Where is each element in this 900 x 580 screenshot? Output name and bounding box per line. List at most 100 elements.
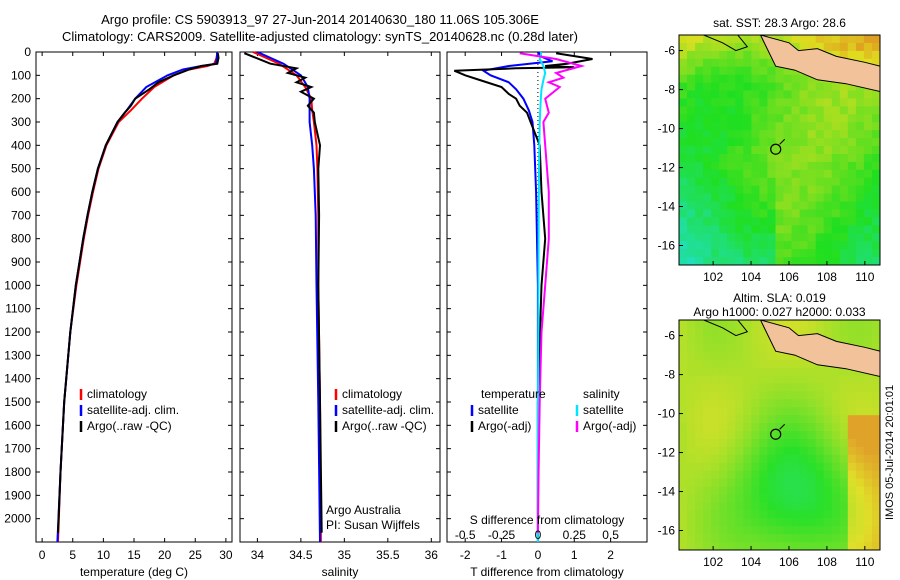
map-cell (743, 320, 752, 329)
map-cell (727, 249, 736, 258)
map-cell (743, 526, 752, 535)
map-cell (743, 446, 752, 456)
map-cell (815, 383, 825, 392)
map-cell (695, 462, 704, 472)
map-cell (703, 351, 712, 361)
map-cell (751, 343, 760, 353)
map-cell (839, 233, 849, 242)
map-cell (719, 431, 728, 440)
map-cell (751, 351, 760, 361)
map-cell (727, 494, 736, 503)
map-cell (783, 486, 793, 496)
map-cell (791, 161, 801, 171)
y-tick-label: 500 (11, 162, 31, 176)
map-cell (775, 66, 785, 76)
map-cell (679, 138, 688, 147)
map-cell (735, 526, 744, 535)
map-cell (847, 241, 857, 250)
map-cell (767, 343, 776, 353)
map-cell (807, 407, 817, 416)
map-cell (751, 423, 760, 432)
map-cell (767, 375, 776, 384)
map-cell (735, 50, 744, 60)
map-cell (775, 106, 785, 115)
map-cell (719, 233, 728, 242)
map-cell (679, 510, 688, 519)
map-cell (743, 391, 752, 400)
map-cell (839, 257, 849, 265)
map-cell (799, 74, 809, 84)
map-cell (847, 98, 857, 107)
map-cell (703, 66, 712, 76)
land-mass (759, 35, 880, 93)
x-axis-label: salinity (322, 565, 359, 579)
map-cell (855, 486, 865, 496)
map-cell (783, 367, 793, 377)
map-cell (799, 454, 809, 464)
map-cell (799, 415, 809, 424)
map-cell (823, 510, 833, 519)
map-cell (759, 146, 768, 155)
map-cell (719, 534, 728, 543)
map-cell (687, 391, 696, 400)
map-cell (823, 534, 833, 543)
x-tick-label: 104 (741, 270, 761, 284)
map-cell (759, 209, 768, 218)
map-cell (759, 391, 768, 400)
map-cell (735, 383, 744, 392)
map-cell (767, 502, 776, 511)
map-cell (855, 161, 865, 171)
map-cell (759, 454, 768, 464)
map-cell (727, 486, 736, 496)
map-cell (855, 431, 865, 440)
map-cell (751, 161, 760, 171)
map-cell (839, 193, 849, 203)
map-cell (743, 177, 752, 187)
map-cell (823, 241, 833, 250)
map-cell (759, 407, 768, 416)
map-cell (743, 154, 752, 163)
map-cell (679, 439, 688, 448)
map-cell (727, 177, 736, 187)
map-cell (872, 526, 880, 535)
map-cell (815, 177, 825, 187)
map-cell (839, 154, 849, 163)
map-cell (783, 225, 793, 234)
map-cell (719, 486, 728, 496)
map-cell (695, 90, 704, 99)
map-cell (751, 431, 760, 440)
map-cell (767, 423, 776, 432)
map-cell (855, 241, 865, 250)
map-cell (807, 518, 817, 527)
map-cell (743, 35, 752, 44)
map-cell (743, 494, 752, 503)
map-cell (831, 138, 841, 147)
map-cell (759, 383, 768, 392)
map-cell (807, 391, 817, 400)
map-cell (759, 66, 768, 76)
map-cell (847, 486, 857, 496)
map-cell (807, 42, 817, 52)
map-cell (799, 494, 809, 503)
y-tick-label: -12 (658, 161, 676, 175)
map-cell (807, 470, 817, 480)
map-cell (872, 209, 880, 218)
map-cell (687, 193, 696, 203)
map-cell (831, 542, 841, 550)
map-cell (807, 446, 817, 456)
map-cell (751, 439, 760, 448)
secondary-axis-label: S difference from climatology (470, 513, 625, 527)
map-cell (791, 98, 801, 107)
map-cell (863, 454, 873, 464)
map-cell (807, 233, 817, 242)
map-cell (703, 494, 712, 503)
map-cell (831, 423, 841, 432)
map-cell (767, 526, 776, 535)
map-cell (872, 185, 880, 195)
map-cell (839, 502, 849, 511)
map-cell (799, 375, 809, 384)
map-cell (783, 185, 793, 195)
map-cell (735, 327, 744, 337)
map-cell (687, 478, 696, 488)
map-cell (831, 470, 841, 480)
